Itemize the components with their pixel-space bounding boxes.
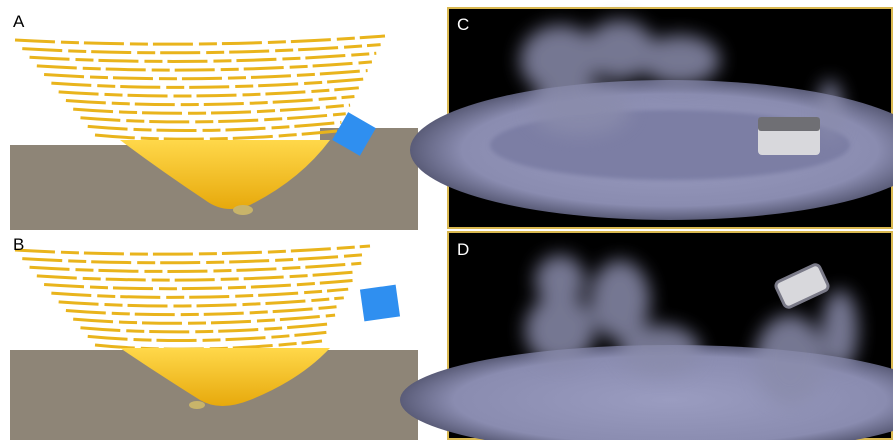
figure: A B C D: [0, 0, 893, 440]
debris: [189, 401, 205, 409]
debris: [233, 205, 253, 215]
panel-label: D: [457, 240, 469, 259]
cube-top: [758, 117, 820, 131]
cube: [360, 285, 400, 322]
panel-b: B: [10, 235, 420, 440]
panel-label: C: [457, 15, 469, 34]
panel-d: D: [400, 232, 893, 440]
panel-c: C: [410, 8, 893, 228]
panel-a: A: [10, 10, 420, 230]
panel-label: B: [13, 235, 24, 254]
panel-label: A: [13, 12, 25, 31]
